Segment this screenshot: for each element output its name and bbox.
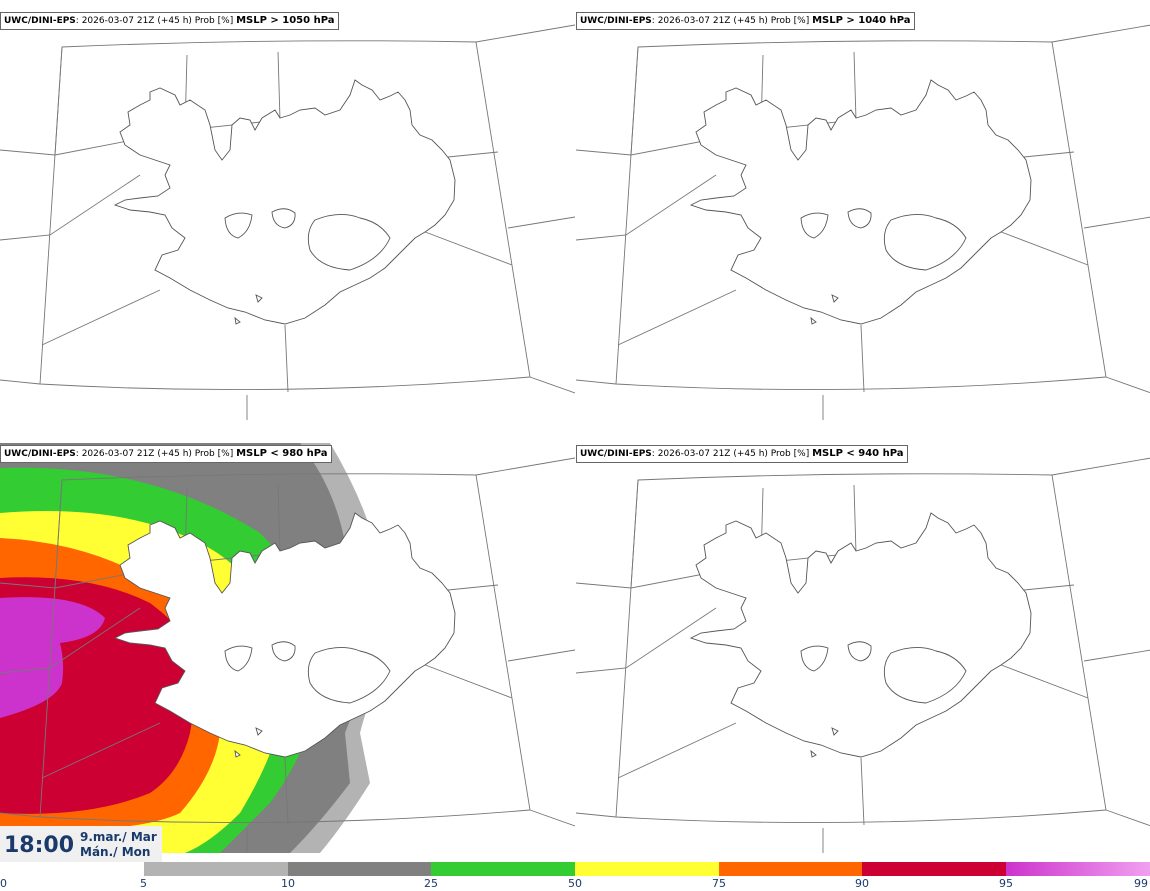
colorbar-seg-95-99: [1006, 862, 1150, 876]
colorbar-tick: 25: [424, 877, 438, 890]
iceland-map: [576, 24, 1150, 420]
valid-time-clock: 18:00: [4, 833, 75, 858]
colorbar-tick: 50: [568, 877, 582, 890]
valid-date: 9.mar./ Mar: [80, 830, 157, 844]
map-panel-mslp-gt-1040: UWC/DINI-EPS: 2026-03-07 21Z (+45 h) Pro…: [576, 0, 1150, 420]
probability-colorbar: 0 5 10 25 50 75 90 95 99: [0, 862, 1150, 891]
colorbar-tick: 90: [855, 877, 869, 890]
panel-header: UWC/DINI-EPS: 2026-03-07 21Z (+45 h) Pro…: [0, 445, 332, 463]
colorbar-tick: 99: [1134, 877, 1148, 890]
map-panel-mslp-lt-980: UWC/DINI-EPS: 2026-03-07 21Z (+45 h) Pro…: [0, 433, 575, 853]
colorbar-seg-90-95: [862, 862, 1006, 876]
valid-day: Mán./ Mon: [80, 845, 151, 859]
colorbar-seg-25-50: [431, 862, 575, 876]
panel-header: UWC/DINI-EPS: 2026-03-07 21Z (+45 h) Pro…: [0, 12, 339, 30]
colorbar-tick: 5: [140, 877, 147, 890]
colorbar-tick: 95: [999, 877, 1013, 890]
map-panel-mslp-gt-1050: UWC/DINI-EPS: 2026-03-07 21Z (+45 h) Pro…: [0, 0, 575, 420]
colorbar-seg-75-90: [719, 862, 862, 876]
colorbar-tick: 0: [0, 877, 7, 890]
panel-header: UWC/DINI-EPS: 2026-03-07 21Z (+45 h) Pro…: [576, 445, 908, 463]
colorbar-seg-50-75: [575, 862, 719, 876]
iceland-map: [576, 457, 1150, 853]
valid-time-date: 9.mar./ Mar Mán./ Mon: [80, 830, 157, 860]
colorbar-seg-5-10: [144, 862, 288, 876]
iceland-map-probability: [0, 443, 575, 853]
valid-time-box: 18:00 9.mar./ Mar Mán./ Mon: [0, 826, 162, 862]
panel-header: UWC/DINI-EPS: 2026-03-07 21Z (+45 h) Pro…: [576, 12, 915, 30]
map-panel-mslp-lt-940: UWC/DINI-EPS: 2026-03-07 21Z (+45 h) Pro…: [576, 433, 1150, 853]
iceland-map: [0, 24, 575, 420]
colorbar-tick: 75: [712, 877, 726, 890]
colorbar-tick: 10: [281, 877, 295, 890]
prob-band-95-99: [0, 597, 105, 718]
colorbar-seg-10-25: [288, 862, 431, 876]
